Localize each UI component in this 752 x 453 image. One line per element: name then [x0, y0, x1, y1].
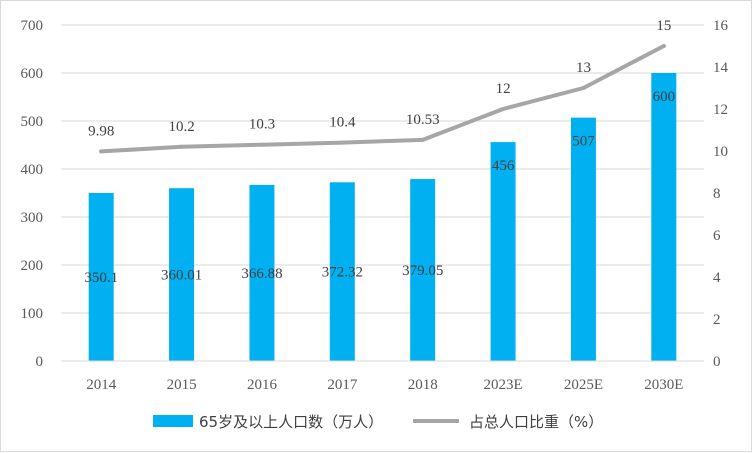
bar — [329, 182, 355, 361]
x-tick-label: 2016 — [247, 377, 278, 393]
line-point — [340, 140, 345, 145]
axes: 0 100 200 300 400 500 600 700 0 2 4 6 8 10 12 14 16 2014 2… — [21, 18, 729, 393]
line-data-label: 9.98 — [88, 123, 114, 139]
line-point — [259, 142, 264, 147]
y-right-tick-label: 12 — [713, 102, 728, 118]
y-left-tick-label: 100 — [21, 306, 44, 322]
bar — [570, 117, 596, 361]
y-right-tick-label: 10 — [713, 144, 728, 160]
bar-data-label: 379.05 — [402, 263, 443, 279]
line-data-label: 10.3 — [249, 117, 275, 133]
bar — [490, 142, 516, 361]
line-point — [179, 144, 184, 149]
bar-data-label: 600 — [653, 89, 676, 105]
legend-bar-swatch — [153, 415, 193, 427]
y-right-tick-label: 8 — [713, 186, 721, 202]
y-left-tick-label: 400 — [21, 162, 44, 178]
line-path — [99, 44, 666, 154]
line-data-label: 12 — [496, 81, 511, 97]
y-left-tick-label: 300 — [21, 210, 44, 226]
y-right-tick-label: 4 — [713, 270, 721, 286]
x-tick-label: 2014 — [86, 377, 117, 393]
y-left-tick-label: 500 — [21, 114, 44, 130]
bar-data-label: 372.32 — [322, 265, 363, 281]
line-point — [420, 137, 425, 142]
y-left-tick-label: 600 — [21, 66, 44, 82]
x-tick-label: 2030E — [644, 377, 683, 393]
line-data-label: 13 — [576, 60, 591, 76]
bar — [169, 188, 195, 361]
x-tick-label: 2025E — [564, 377, 603, 393]
y-right-tick-label: 16 — [713, 18, 729, 34]
line-point — [501, 107, 506, 111]
x-tick-label: 2018 — [408, 377, 438, 393]
gridlines — [61, 24, 704, 314]
bar — [651, 73, 677, 361]
bar — [249, 184, 275, 361]
y-left-tick-label: 0 — [36, 354, 44, 370]
x-tick-label: 2015 — [167, 377, 197, 393]
y-left-tick-label: 700 — [21, 18, 44, 34]
x-tick-label: 2023E — [483, 377, 522, 393]
legend-bar-label: 65岁及以上人口数（万人） — [199, 413, 383, 431]
y-right-tick-label: 14 — [713, 60, 729, 76]
bar — [410, 179, 436, 361]
line-data-label: 15 — [656, 18, 671, 34]
y-right-tick-label: 6 — [713, 228, 721, 244]
bar-data-label: 366.88 — [241, 266, 282, 282]
legend: 65岁及以上人口数（万人） 占总人口比重（%） — [153, 413, 603, 431]
bar-series — [88, 73, 677, 361]
line-data-label: 10.2 — [168, 119, 194, 135]
y-right-tick-label: 2 — [713, 312, 721, 328]
line-point — [99, 149, 104, 154]
bar-data-label: 507 — [572, 134, 595, 150]
line-point — [581, 86, 586, 90]
bar — [88, 192, 114, 361]
legend-line-label: 占总人口比重（%） — [469, 413, 603, 431]
bar-data-label: 360.01 — [161, 268, 202, 284]
x-tick-label: 2017 — [327, 377, 358, 393]
bar-data-label: 456 — [492, 158, 515, 174]
line-point — [661, 44, 666, 48]
y-left-tick-label: 200 — [21, 258, 44, 274]
bar-data-label: 350.1 — [84, 270, 118, 286]
line-series — [99, 44, 666, 154]
line-data-label: 10.53 — [406, 112, 440, 128]
line-data-label: 10.4 — [329, 115, 356, 131]
y-right-tick-label: 0 — [713, 354, 721, 370]
data-labels: 350.1 360.01 366.88 372.32 379.05 456 507 600 9.… — [84, 18, 675, 286]
